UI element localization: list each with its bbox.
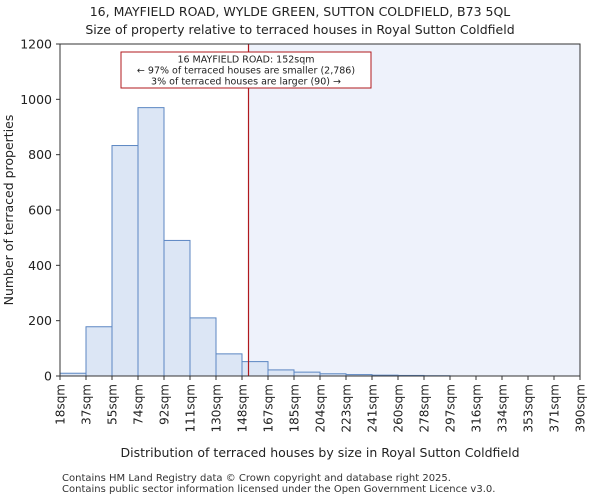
- larger-properties-region: [248, 44, 580, 376]
- annotation-box: [120, 51, 372, 89]
- annotation-line3: 3% of terraced houses are larger (90) →: [151, 77, 341, 88]
- x-tick-label: 316sqm: [470, 384, 484, 432]
- x-tick-label: 241sqm: [366, 384, 380, 432]
- y-tick-label: 800: [28, 147, 52, 162]
- y-tick-label: 400: [28, 258, 52, 273]
- x-tick-label: 334sqm: [496, 384, 510, 432]
- footer-licence: Contains public sector information licen…: [62, 484, 496, 495]
- x-tick-label: 92sqm: [158, 384, 172, 425]
- annotation-line1: 16 MAYFIELD ROAD: 152sqm: [177, 55, 314, 66]
- x-tick-label: 167sqm: [262, 384, 276, 432]
- y-tick-label: 600: [28, 203, 52, 218]
- histogram-bar: [137, 107, 165, 377]
- x-tick-label: 204sqm: [314, 384, 328, 432]
- histogram-bar: [85, 326, 113, 377]
- x-tick-label: 74sqm: [132, 384, 146, 425]
- y-tick-label: 200: [28, 313, 52, 328]
- chart-title: 16, MAYFIELD ROAD, WYLDE GREEN, SUTTON C…: [89, 4, 511, 19]
- histogram-bar: [189, 317, 217, 377]
- histogram-bar: [267, 369, 295, 377]
- x-tick-label: 111sqm: [184, 384, 198, 432]
- x-tick-label: 260sqm: [392, 384, 406, 432]
- histogram-bar: [111, 145, 139, 377]
- y-tick-label: 1200: [20, 37, 52, 52]
- x-tick-label: 390sqm: [574, 384, 588, 432]
- x-tick-label: 371sqm: [548, 384, 562, 432]
- footer-copyright: Contains HM Land Registry data © Crown c…: [62, 473, 451, 484]
- annotation-line2: ← 97% of terraced houses are smaller (2,…: [137, 66, 355, 77]
- x-axis-label: Distribution of terraced houses by size …: [121, 445, 520, 460]
- x-tick-label: 37sqm: [80, 384, 94, 425]
- x-tick-label: 130sqm: [210, 384, 224, 432]
- y-axis-label: Number of terraced properties: [1, 115, 16, 306]
- histogram-bar: [215, 353, 243, 377]
- histogram-bar: [163, 239, 191, 377]
- x-tick-label: 18sqm: [54, 384, 68, 425]
- x-tick-label: 353sqm: [522, 384, 536, 432]
- x-tick-label: 278sqm: [418, 384, 432, 432]
- x-tick-label: 185sqm: [288, 384, 302, 432]
- x-tick-label: 148sqm: [236, 384, 250, 432]
- x-tick-label: 55sqm: [106, 384, 120, 425]
- histogram-bar: [293, 371, 321, 377]
- x-tick-label: 223sqm: [340, 384, 354, 432]
- x-tick-label: 297sqm: [444, 384, 458, 432]
- histogram-bar: [241, 361, 269, 377]
- y-tick-label: 1000: [20, 92, 52, 107]
- chart-subtitle: Size of property relative to terraced ho…: [85, 22, 515, 37]
- y-tick-label: 0: [44, 369, 52, 384]
